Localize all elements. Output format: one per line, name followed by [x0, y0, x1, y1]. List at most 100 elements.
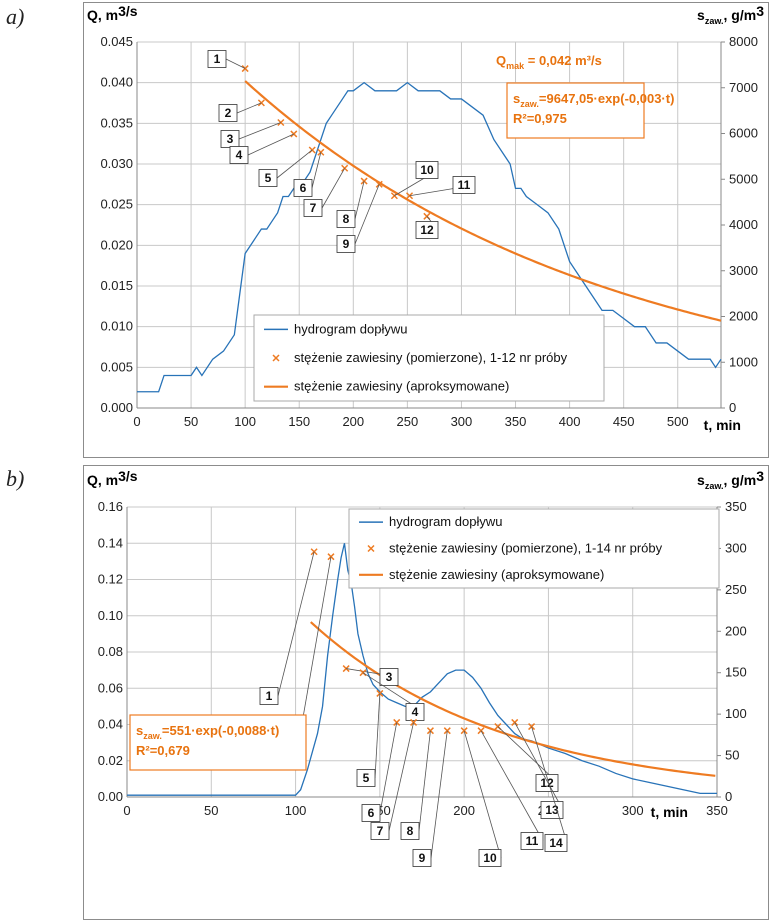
callout-box — [412, 849, 432, 867]
legend-entry-label: stężenie zawiesiny (pomierzone), 1-12 nr… — [294, 350, 568, 365]
y-left-tick-label: 0.02 — [98, 753, 123, 768]
chart-panel-b: 0.00 0.02 0.04 0.06 0.08 0.10 0.12 0.14 0.16 0 50 1… — [83, 465, 769, 920]
y-right-tick-label: 250 — [725, 582, 747, 597]
callout-box — [303, 199, 323, 217]
callout-box — [544, 834, 568, 852]
point-number-label: 14 — [549, 836, 563, 850]
x-tick-label: 50 — [204, 803, 218, 818]
point-number-label: 10 — [483, 851, 497, 865]
point-number-label: 6 — [368, 806, 375, 820]
y-left-tick-label: 0.020 — [100, 237, 133, 252]
y-left-axis-title: Q, m3/s — [87, 3, 138, 23]
callout-leader — [374, 693, 381, 779]
callout-box — [229, 146, 249, 164]
y-left-tick-label: 0.08 — [98, 644, 123, 659]
point-number-label: 4 — [236, 148, 243, 162]
callout-leader — [247, 133, 294, 156]
y-left-tick-label: 0.005 — [100, 359, 133, 374]
legend-entry-label: hydrogram dopływu — [389, 514, 502, 529]
point-number-label: 8 — [343, 212, 350, 226]
y-right-tick-label: 1000 — [729, 354, 758, 369]
x-tick-label: 0 — [123, 803, 130, 818]
y-left-tick-label: 0.015 — [100, 278, 133, 293]
x-tick-label: 450 — [613, 414, 635, 429]
panel-a-label: a) — [6, 4, 25, 29]
x-tick-label: 300 — [451, 414, 473, 429]
chart-b-svg: 0.000.020.040.060.080.100.120.140.160 50 1… — [87, 468, 764, 867]
callout-leader — [418, 730, 431, 832]
callout-leader — [497, 726, 559, 784]
chart-panel-a: 0.000 0.005 0.010 0.015 0.020 0.025 0.030 0.035… — [83, 2, 769, 458]
equation-text: szaw.=9647,05·exp(-0,003·t) — [513, 91, 674, 109]
y-right-tick-label: 5000 — [729, 171, 758, 186]
measured-point — [528, 723, 536, 731]
callout-leader — [354, 184, 380, 245]
x-tick-label: 0 — [133, 414, 140, 429]
point-number-label: 3 — [227, 132, 234, 146]
callout-box — [258, 169, 278, 187]
y-left-tick-label: 0.045 — [100, 34, 133, 49]
legend-entry-label: stężenie zawiesiny (aproksymowane) — [389, 567, 604, 582]
y-right-tick-label: 0 — [729, 400, 736, 415]
y-right-tick-label: 6000 — [729, 126, 758, 141]
callout-box — [293, 179, 313, 197]
y-left-tick-label: 0.030 — [100, 156, 133, 171]
x-tick-label: 50 — [184, 414, 198, 429]
callout-leader — [480, 730, 544, 842]
measured-point — [290, 130, 298, 138]
legend-entry-label: hydrogram dopływu — [294, 321, 407, 336]
point-number-label: 7 — [310, 201, 317, 215]
callout-box — [400, 822, 420, 840]
point-number-label: 10 — [420, 163, 434, 177]
y-right-tick-label: 350 — [725, 499, 747, 514]
y-right-axis-title: szaw., g/m3 — [697, 3, 764, 26]
x-tick-label: 200 — [342, 414, 364, 429]
measured-point-stroke — [317, 148, 325, 156]
callout-box — [415, 221, 439, 239]
callout-box — [520, 832, 544, 850]
point-number-label: 1 — [266, 689, 273, 703]
equation-annotation: szaw.=551·exp(-0,0088·t) R²=0,679 — [129, 714, 307, 771]
callout-box — [218, 104, 238, 122]
y-right-tick-label: 300 — [725, 540, 747, 555]
point-number-label: 7 — [377, 824, 384, 838]
y-left-tick-label: 0.10 — [98, 608, 123, 623]
qmax-annotation: Qmak = 0,042 m³/s — [496, 53, 602, 71]
x-tick-label: 100 — [234, 414, 256, 429]
x-tick-label: 500 — [667, 414, 689, 429]
y-right-tick-label: 7000 — [729, 80, 758, 95]
callout-box — [207, 50, 227, 68]
y-right-tick-label: 100 — [725, 706, 747, 721]
y-right-tick-label: 8000 — [729, 34, 758, 49]
fitted-concentration-curve — [244, 80, 722, 322]
callout-leader — [463, 730, 502, 859]
point-number-label: 3 — [386, 670, 393, 684]
chart-a-svg: 0.000 0.005 0.010 0.015 0.020 0.025 0.030 0.035… — [87, 3, 764, 433]
hydrograph-line — [127, 543, 717, 796]
callout-leader — [277, 551, 315, 697]
x-tick-label: 100 — [285, 803, 307, 818]
point-number-label: 11 — [458, 178, 471, 192]
point-number-label: 11 — [526, 834, 539, 848]
callout-box — [361, 804, 381, 822]
measured-point-stroke — [494, 723, 502, 731]
y-right-tick-label: 0 — [725, 789, 732, 804]
hydrograph-line — [137, 81, 722, 393]
y-right-tick-label: 4000 — [729, 217, 758, 232]
callout-box — [415, 161, 439, 179]
callout-box — [452, 176, 476, 194]
y-right-tick-label: 50 — [725, 748, 739, 763]
x-tick-label: 250 — [397, 414, 419, 429]
x-tick-label: 150 — [288, 414, 310, 429]
callout-box — [379, 668, 399, 686]
callout-box — [370, 822, 390, 840]
y-left-tick-label: 0.000 — [100, 400, 133, 415]
callout-leader — [311, 152, 322, 189]
measured-point-stroke — [342, 665, 350, 673]
legend-box — [253, 314, 605, 402]
equation-box — [129, 714, 307, 771]
equation-box — [506, 82, 645, 139]
y-left-tick-label: 0.12 — [98, 572, 123, 587]
callout-box — [478, 849, 502, 867]
y-left-tick-label: 0.14 — [98, 535, 123, 550]
